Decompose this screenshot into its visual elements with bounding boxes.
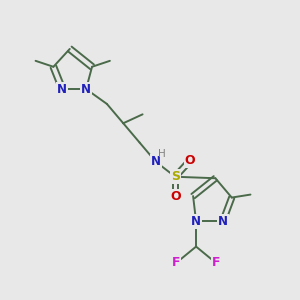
Text: F: F xyxy=(172,256,180,269)
Text: O: O xyxy=(170,190,181,202)
Text: H: H xyxy=(158,149,166,159)
Text: F: F xyxy=(212,256,220,269)
Text: N: N xyxy=(151,155,161,168)
Text: N: N xyxy=(81,82,91,96)
Text: S: S xyxy=(171,170,180,183)
Text: N: N xyxy=(57,82,67,96)
Text: N: N xyxy=(191,215,201,228)
Text: N: N xyxy=(218,215,228,228)
Text: O: O xyxy=(185,154,195,167)
